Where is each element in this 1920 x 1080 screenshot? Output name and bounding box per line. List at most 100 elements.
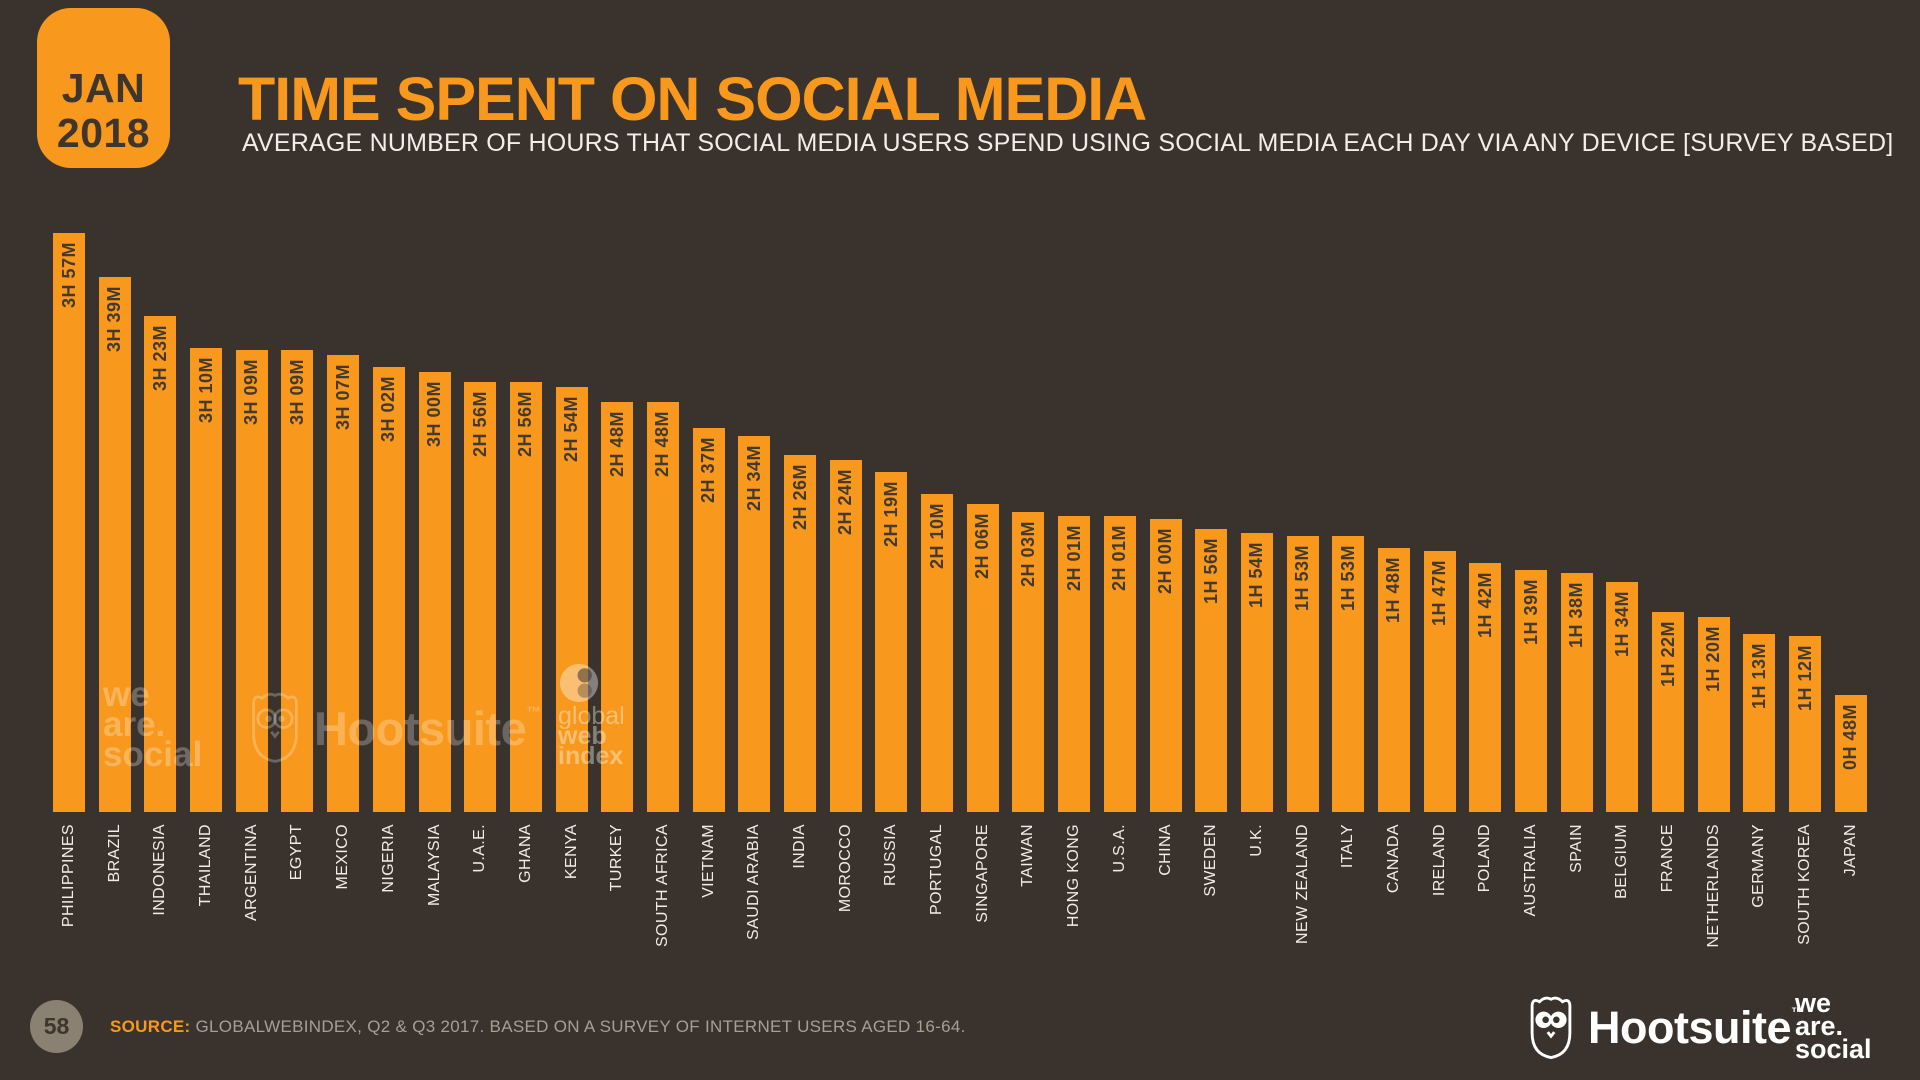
country-label: BELGIUM [1613, 824, 1631, 899]
country-label-slot: NEW ZEALAND [1287, 824, 1319, 944]
bar-u-s-a: 2H 01M [1103, 516, 1136, 812]
country-label-slot: TURKEY [601, 824, 633, 891]
bar-value-label: 2H 37M [698, 437, 719, 504]
country-label: SOUTH AFRICA [653, 824, 671, 948]
country-label: SAUDI ARABIA [745, 824, 763, 940]
country-label-slot: MEXICO [327, 824, 359, 890]
page-number-badge: 58 [30, 1000, 83, 1053]
country-label: AUSTRALIA [1522, 824, 1539, 917]
bar-morocco: 2H 24M [829, 460, 862, 812]
page-number: 58 [43, 1013, 70, 1039]
country-label: CANADA [1384, 824, 1402, 894]
page-subtitle: AVERAGE NUMBER OF HOURS THAT SOCIAL MEDI… [242, 129, 1894, 157]
country-label: POLAND [1476, 824, 1494, 893]
bar-ghana: 2H 56M [509, 382, 542, 812]
country-label-slot: EGYPT [281, 824, 313, 880]
country-label: TAIWAN [1019, 824, 1037, 887]
tm-mark: ™ [1791, 1004, 1805, 1020]
bar-value-label: 3H 23M [149, 325, 170, 392]
country-label: SOUTH KOREA [1796, 824, 1814, 945]
country-label-slot: U.A.E. [464, 824, 496, 873]
page-title: TIME SPENT ON SOCIAL MEDIA [238, 65, 1147, 133]
date-badge: JAN 2018 [37, 8, 170, 168]
country-label-slot: THAILAND [190, 824, 222, 906]
country-label-slot: IRELAND [1424, 824, 1456, 896]
bar-nigeria: 3H 02M [372, 367, 405, 812]
bar-turkey: 2H 48M [601, 402, 634, 812]
bar-value-label: 2H 01M [1063, 525, 1084, 592]
bar-u-k: 1H 54M [1240, 533, 1273, 812]
country-label-slot: PHILIPPINES [53, 824, 85, 927]
country-label: GERMANY [1750, 824, 1768, 908]
bar-india: 2H 26M [784, 455, 816, 812]
country-label: IRELAND [1430, 824, 1448, 897]
country-label-slot: SAUDI ARABIA [738, 824, 770, 940]
bar-value-label: 1H 12M [1794, 645, 1815, 712]
country-label: EGYPT [288, 824, 306, 881]
bar-value-label: 3H 10M [195, 357, 216, 424]
country-label-slot: CHINA [1150, 824, 1182, 876]
country-label: NIGERIA [379, 824, 397, 893]
bar-value-label: 3H 09M [286, 359, 307, 426]
bar-ireland: 1H 47M [1423, 551, 1456, 812]
country-label: PHILIPPINES [60, 824, 77, 928]
bar-value-label: 2H 54M [561, 396, 582, 463]
bar-hong-kong: 2H 01M [1058, 516, 1091, 812]
bar-mexico: 3H 07M [327, 355, 360, 812]
bar-taiwan: 2H 03M [1012, 512, 1045, 812]
country-label: THAILAND [197, 824, 215, 907]
bar-russia: 2H 19M [875, 472, 908, 812]
bar-vietnam: 2H 37M [692, 428, 725, 812]
country-label: PORTUGAL [928, 824, 946, 915]
footer-was-line: we [1795, 988, 1832, 1018]
bar-value-label: 1H 42M [1474, 572, 1495, 639]
country-label-slot: NETHERLANDS [1698, 824, 1730, 948]
bar-value-label: 3H 09M [241, 359, 262, 426]
country-label-slot: TAIWAN [1012, 824, 1044, 887]
country-label-slot: ITALY [1332, 824, 1364, 868]
country-label-slot: INDIA [784, 824, 816, 869]
country-label-slot: KENYA [556, 824, 588, 879]
country-label-slot: SOUTH KOREA [1789, 824, 1821, 945]
footer-we-are-social-logo: we are. social [1795, 988, 1872, 1063]
bar-value-label: 3H 39M [104, 286, 125, 353]
bar-value-label: 2H 03M [1017, 521, 1038, 588]
bar-germany: 1H 13M [1743, 634, 1776, 812]
bar-japan: 0H 48M [1834, 695, 1867, 812]
bar-thailand: 3H 10M [190, 348, 223, 812]
footer-was-line: are. [1795, 1011, 1844, 1041]
bar-singapore: 2H 06M [966, 504, 999, 812]
country-label-slot: GHANA [510, 824, 542, 883]
bar-value-label: 2H 24M [835, 469, 856, 536]
country-label-slot: POLAND [1469, 824, 1501, 892]
country-label-slot: NIGERIA [373, 824, 405, 893]
date-year: 2018 [56, 110, 151, 156]
source-line: SOURCE: GLOBALWEBINDEX, Q2 & Q3 2017. BA… [110, 1017, 966, 1037]
bar-value-label: 1H 53M [1337, 545, 1358, 612]
country-label-slot: GERMANY [1743, 824, 1775, 908]
bar-canada: 1H 48M [1377, 548, 1410, 812]
bar-belgium: 1H 34M [1606, 582, 1639, 812]
source-label: SOURCE: [110, 1017, 191, 1036]
country-label-slot: CANADA [1378, 824, 1410, 893]
country-label: KENYA [562, 824, 580, 880]
country-label: FRANCE [1659, 824, 1677, 893]
country-label: U.S.A. [1110, 824, 1128, 873]
country-label-slot: SOUTH AFRICA [647, 824, 679, 947]
bar-value-label: 1H 20M [1703, 626, 1724, 693]
country-label-slot: BELGIUM [1606, 824, 1638, 899]
bar-new-zealand: 1H 53M [1286, 536, 1319, 812]
bar-indonesia: 3H 23M [144, 316, 177, 812]
bar-value-label: 2H 56M [515, 391, 536, 458]
country-label: JAPAN [1841, 824, 1859, 877]
bar-chart: 3H 57M 3H 39M 3H 23M 3H 10M 3H 09M 3H 09M 3H 0… [53, 0, 1867, 1080]
source-text: GLOBALWEBINDEX, Q2 & Q3 2017. BASED ON A… [195, 1017, 966, 1036]
hootsuite-wordmark: Hootsuite™ [1588, 1002, 1805, 1053]
bar-netherlands: 1H 20M [1697, 617, 1730, 812]
country-label-slot: VIETNAM [693, 824, 725, 898]
country-label-slot: RUSSIA [875, 824, 907, 886]
country-label: SPAIN [1567, 824, 1585, 873]
bar-spain: 1H 38M [1560, 573, 1593, 812]
country-label: MEXICO [334, 824, 352, 890]
